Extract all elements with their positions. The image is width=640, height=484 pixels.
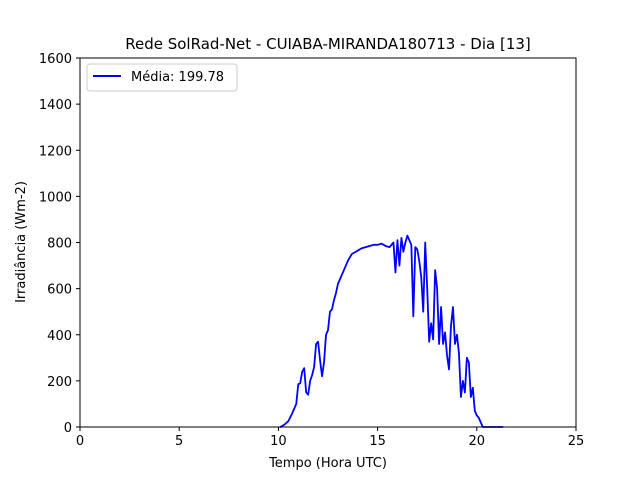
y-tick-label: 400 bbox=[47, 329, 72, 344]
x-axis-label: Tempo (Hora UTC) bbox=[268, 456, 387, 471]
x-tick-label: 5 bbox=[175, 434, 183, 449]
y-tick-label: 200 bbox=[47, 375, 72, 390]
x-tick-label: 15 bbox=[369, 434, 386, 449]
y-tick-label: 600 bbox=[47, 283, 72, 298]
x-tick-label: 10 bbox=[270, 434, 287, 449]
legend-box bbox=[86, 63, 238, 92]
plot-area bbox=[80, 58, 576, 427]
y-tick-label: 1200 bbox=[39, 144, 72, 159]
plot-frame bbox=[79, 57, 577, 428]
legend-label: Média: 199.78 bbox=[131, 70, 224, 85]
series-line-0 bbox=[279, 234, 504, 428]
series-layer bbox=[279, 234, 504, 428]
y-tick-label: 1400 bbox=[39, 98, 72, 113]
x-tick-label: 20 bbox=[469, 434, 486, 449]
y-tick-label: 1000 bbox=[39, 190, 72, 205]
y-axis-label: Irradiância (Wm-2) bbox=[14, 181, 29, 303]
x-tick-label: 25 bbox=[568, 434, 585, 449]
ticks-layer: 0 5 10 15 20 25 0 200 400 600 800 1000 1200 1400 1600 bbox=[39, 52, 584, 449]
legend: Média: 199.78 bbox=[86, 63, 238, 92]
chart-title: Rede SolRad-Net - CUIABA-MIRANDA180713 -… bbox=[125, 35, 531, 53]
y-tick-label: 0 bbox=[64, 421, 72, 436]
y-tick-label: 1600 bbox=[39, 52, 72, 67]
x-tick-label: 0 bbox=[76, 434, 84, 449]
y-tick-label: 800 bbox=[47, 237, 72, 252]
